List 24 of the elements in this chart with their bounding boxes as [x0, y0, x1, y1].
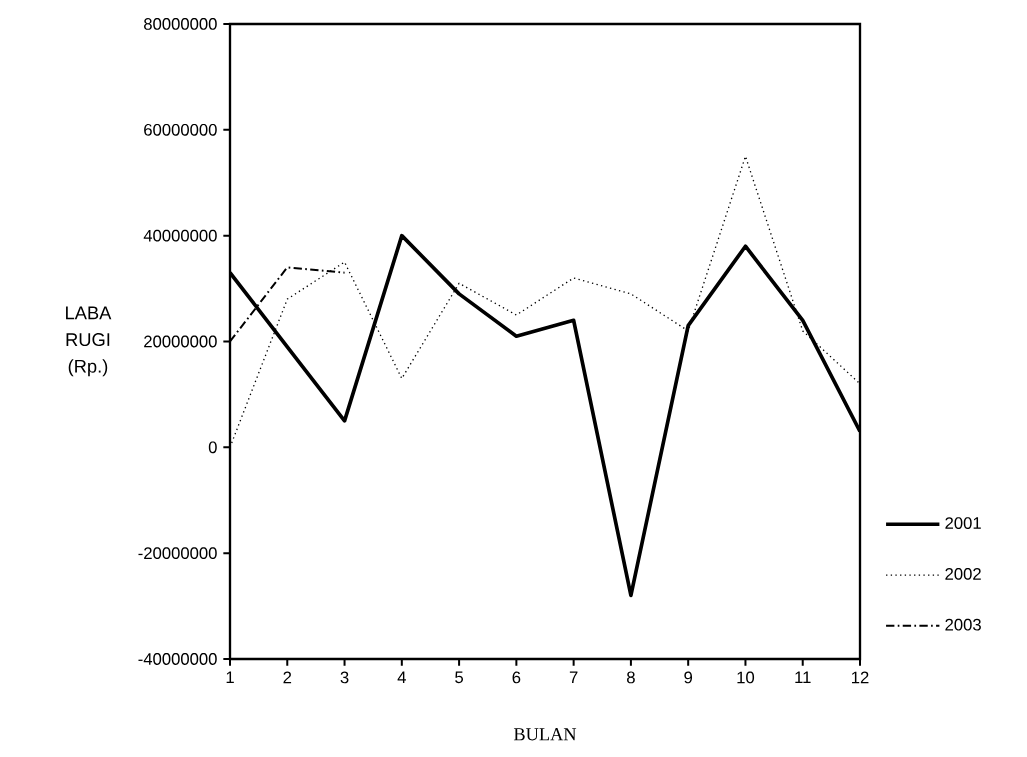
x-tick-label: 12 — [852, 671, 869, 684]
y-tick-label: 80000000 — [144, 18, 217, 30]
y-tick-label: 40000000 — [143, 229, 217, 242]
legend-label: 2001 — [945, 517, 981, 529]
x-tick-label: 3 — [340, 671, 349, 684]
x-tick-label: 11 — [795, 671, 811, 684]
y-tick-label: 60000000 — [144, 123, 217, 136]
x-tick-label: 10 — [737, 671, 755, 684]
x-tick-label: 7 — [569, 671, 578, 684]
x-tick-label: 6 — [512, 671, 521, 684]
x-tick-label: 1 — [226, 671, 234, 684]
y-tick-label: -20000000 — [138, 547, 217, 560]
x-tick-label: 5 — [455, 671, 464, 684]
x-tick-label: 4 — [397, 671, 406, 684]
x-tick-label: 2 — [283, 671, 292, 684]
y-tick-label: 20000000 — [144, 335, 217, 348]
x-tick-label: 8 — [627, 671, 635, 684]
y-axis-title: LABA RUGI (Rp.) — [66, 306, 112, 377]
legend-label: 2003 — [945, 618, 981, 631]
x-tick-label: 9 — [684, 671, 693, 684]
y-tick-label: -40000000 — [138, 653, 217, 665]
legend-label: 2002 — [945, 568, 981, 580]
y-tick-label: 0 — [208, 441, 217, 454]
x-axis-title: BULAN — [513, 728, 577, 741]
